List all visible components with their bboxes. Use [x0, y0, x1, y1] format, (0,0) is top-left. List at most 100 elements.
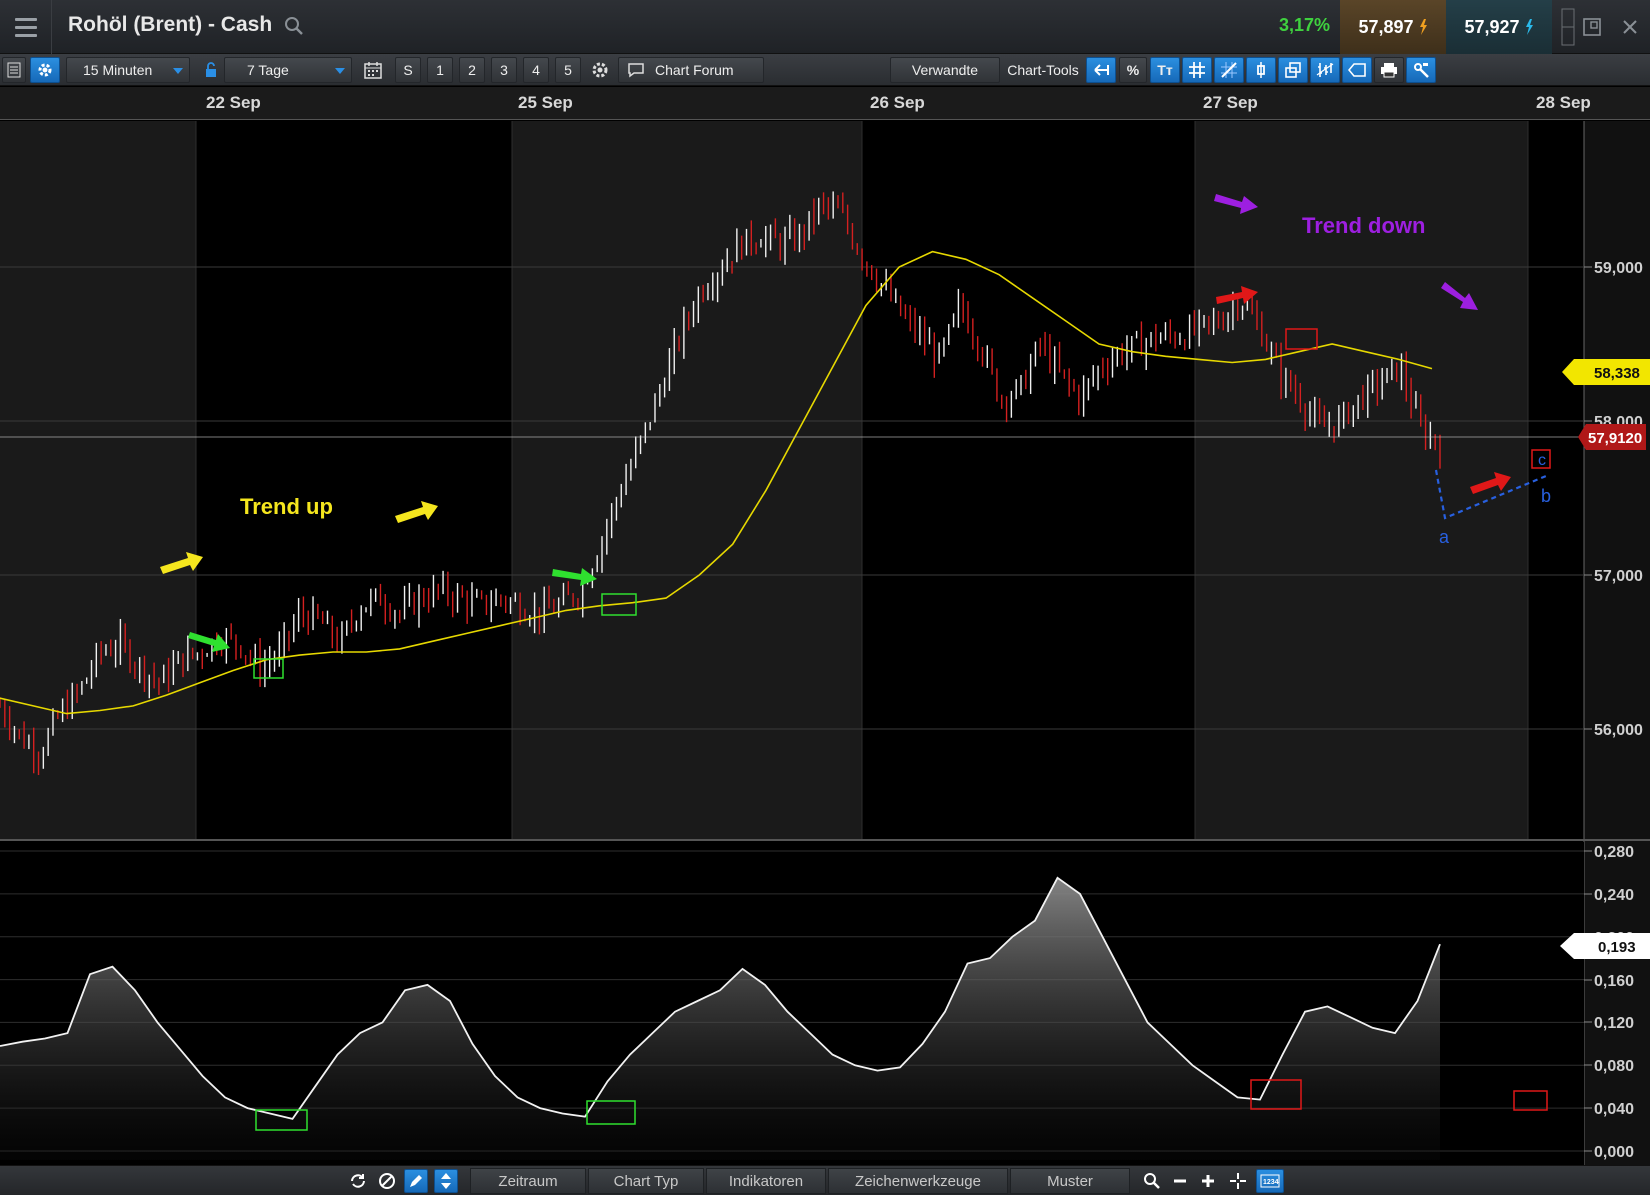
indicator-tick: 0,280	[1594, 844, 1634, 861]
trend-down-label: Trend down	[1302, 213, 1425, 238]
back-icon[interactable]	[1086, 57, 1116, 83]
crosshair-icon[interactable]	[1226, 1169, 1250, 1193]
indicator-gridlines	[0, 850, 1584, 1152]
range-select[interactable]: 7 Tage	[224, 57, 352, 83]
tab-indikatoren[interactable]: Indikatoren	[706, 1168, 826, 1194]
last-price-value: 57,9120	[1588, 430, 1642, 447]
wave-lines	[1434, 469, 1547, 520]
price-tick: 57,000	[1594, 568, 1643, 585]
pencil-icon[interactable]	[404, 1169, 428, 1193]
scroll-handle[interactable]	[1552, 0, 1584, 54]
date-label: 26 Sep	[870, 93, 925, 112]
moving-average-line	[0, 250, 1433, 715]
date-label: 22 Sep	[206, 93, 261, 112]
price-tick: 58,000	[1594, 414, 1643, 431]
sell-price-button[interactable]: 57,897	[1340, 0, 1446, 54]
shortcut-s[interactable]: S	[395, 57, 421, 83]
chart-forum-button[interactable]: Chart Forum	[618, 57, 764, 83]
indicator-tick: 0,080	[1594, 1058, 1634, 1075]
arrow-up-icon	[1525, 19, 1533, 35]
chart-tools-label: Chart-Tools	[1007, 62, 1079, 78]
tab-zeitraum[interactable]: Zeitraum	[470, 1168, 586, 1194]
arrow-icon	[1441, 282, 1478, 310]
lock-icon[interactable]	[202, 57, 220, 83]
indicator-tick: 0,000	[1594, 1144, 1634, 1161]
arrow-icon	[552, 568, 597, 586]
gear-icon[interactable]	[30, 57, 60, 83]
indicator-tick: 0,040	[1594, 1101, 1634, 1118]
chevron-down-icon	[173, 68, 183, 74]
trend-up-label: Trend up	[240, 494, 333, 519]
print-icon[interactable]	[1374, 57, 1404, 83]
buy-price-button[interactable]: 57,927	[1446, 0, 1552, 54]
indicator-tick: 0,240	[1594, 887, 1634, 904]
shortcut-2[interactable]: 2	[459, 57, 485, 83]
ma-price-tag: 58,338	[1562, 359, 1650, 385]
interval-select[interactable]: 15 Minuten	[66, 57, 190, 83]
price-axis-background	[1584, 121, 1650, 1165]
red-marker	[1513, 1090, 1548, 1111]
clear-icon[interactable]	[375, 1169, 399, 1193]
tab-chart-typ[interactable]: Chart Typ	[588, 1168, 704, 1194]
green-marker	[253, 658, 284, 679]
refresh-icon[interactable]	[346, 1169, 370, 1193]
price-chart[interactable]: 59,000 58,000 57,000 56,000 58,338 57,91…	[0, 0, 1650, 1165]
ma-value: 58,338	[1594, 365, 1640, 382]
zoom-in-icon[interactable]	[1196, 1169, 1220, 1193]
crosshair-icon[interactable]	[1214, 57, 1244, 83]
ask-price: 57,927	[1464, 16, 1520, 37]
tab-zeichenwerkzeuge[interactable]: Zeichenwerkzeuge	[828, 1168, 1008, 1194]
list-icon[interactable]	[2, 57, 26, 83]
tab-muster[interactable]: Muster	[1010, 1168, 1130, 1194]
change-percent: 3,17%	[1278, 15, 1330, 35]
price-axis-ticks: 59,000 58,000 57,000 56,000	[1584, 260, 1643, 739]
grid-icon[interactable]	[1182, 57, 1212, 83]
arrow-icon	[1216, 286, 1258, 304]
chat-icon	[628, 63, 644, 78]
percent-button[interactable]: %	[1119, 57, 1147, 83]
menu-icon[interactable]	[0, 0, 52, 54]
shortcut-4[interactable]: 4	[523, 57, 549, 83]
indicator-value: 0,193	[1598, 939, 1636, 956]
zoom-out-icon[interactable]	[1168, 1169, 1192, 1193]
date-label: 28 Sep	[1536, 93, 1591, 112]
close-icon[interactable]	[1614, 0, 1646, 54]
settings-icon[interactable]	[587, 57, 613, 83]
indicator-line	[0, 876, 1441, 1120]
red-marker	[1531, 449, 1551, 469]
text-icon[interactable]: Tт	[1150, 57, 1180, 83]
config-icon[interactable]	[1406, 57, 1436, 83]
search-icon[interactable]	[284, 16, 304, 36]
arrow-down-icon	[1419, 19, 1427, 35]
chart-toolbar: 15 Minuten 7 Tage S 1 2 3 4 5 Chart Foru…	[0, 54, 1650, 86]
zoom-icon[interactable]	[1140, 1169, 1164, 1193]
arrow-icon	[1214, 194, 1258, 214]
date-axis: 22 Sep 25 Sep 26 Sep 27 Sep 28 Sep	[0, 87, 1650, 120]
verwandte-button[interactable]: Verwandte	[890, 57, 1000, 83]
calendar-icon[interactable]	[360, 57, 386, 83]
price-bars	[0, 191, 1441, 776]
indicator-value-tag: 0,193	[1560, 933, 1650, 959]
arrow-icon	[395, 501, 438, 523]
bid-price: 57,897	[1358, 16, 1414, 37]
maximize-icon[interactable]	[1576, 0, 1608, 54]
green-marker	[586, 1100, 636, 1125]
indicator-area	[0, 877, 1440, 1160]
date-label: 27 Sep	[1203, 93, 1258, 112]
data-table-icon[interactable]: 1234	[1256, 1169, 1284, 1193]
bar-icon[interactable]	[1310, 57, 1340, 83]
last-price-tag: 57,9120	[1578, 424, 1646, 450]
price-tick: 59,000	[1594, 260, 1643, 277]
sort-icon[interactable]	[434, 1169, 458, 1193]
annotations: Trend up Trend down a b c	[160, 194, 1551, 1131]
label-icon[interactable]	[1342, 57, 1372, 83]
indicator-tick: 0,160	[1594, 973, 1634, 990]
compare-icon[interactable]	[1278, 57, 1308, 83]
shortcut-1[interactable]: 1	[427, 57, 453, 83]
wave-label-a: a	[1439, 527, 1450, 547]
title-bar: Rohöl (Brent) - Cash 3,17% 57,897 57,927	[0, 0, 1650, 54]
date-label: 25 Sep	[518, 93, 573, 112]
candle-icon[interactable]	[1246, 57, 1276, 83]
shortcut-5[interactable]: 5	[555, 57, 581, 83]
shortcut-3[interactable]: 3	[491, 57, 517, 83]
